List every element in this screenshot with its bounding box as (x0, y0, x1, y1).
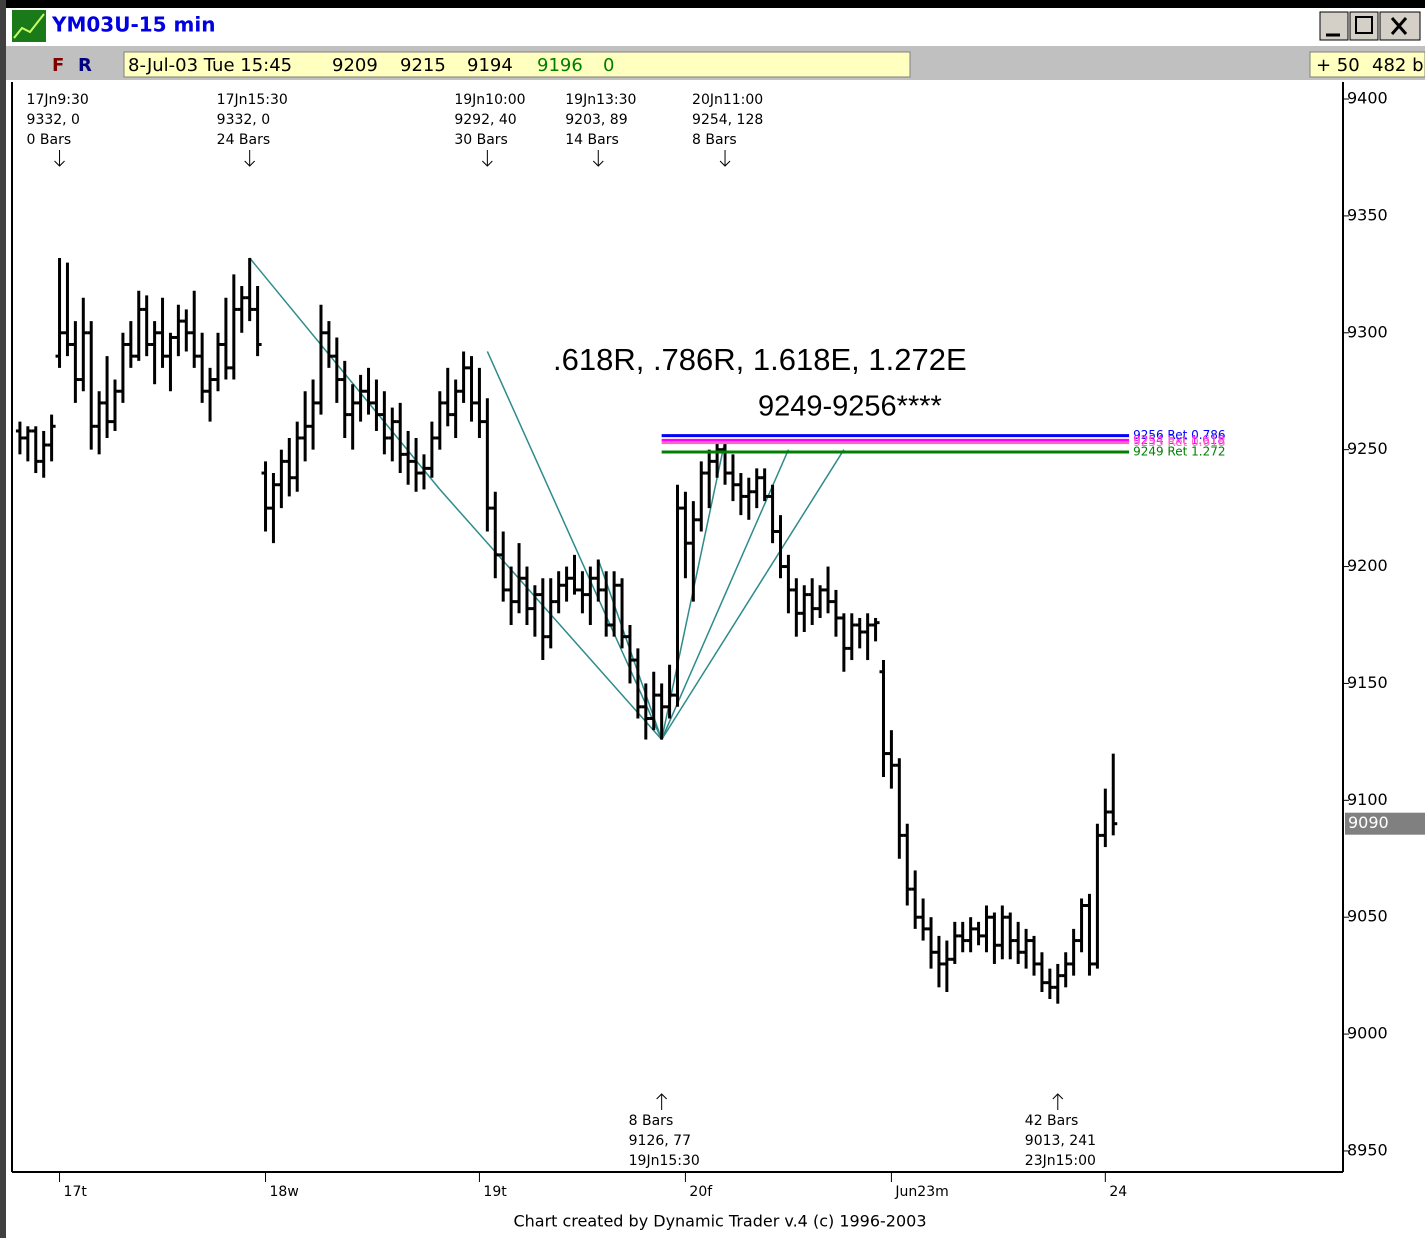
swing-label: 9254, 128 (692, 112, 763, 128)
close-icon (1390, 17, 1408, 35)
top-border (0, 0, 1425, 8)
low-label: 8 Bars (629, 1113, 674, 1129)
low-label: 9126, 77 (629, 1133, 691, 1149)
quote-date: 8-Jul-03 Tue 15:45 (128, 55, 292, 76)
y-tick-label: 9400 (1347, 89, 1388, 108)
swing-label: 9292, 40 (454, 112, 516, 128)
maximize-button[interactable] (1349, 11, 1379, 41)
y-tick-label: 9000 (1347, 1024, 1388, 1043)
swing-label: 9332, 0 (217, 112, 270, 128)
annotation-headline: .618R, .786R, 1.618E, 1.272E (553, 342, 967, 377)
scale: + 50 (1316, 55, 1360, 76)
low-label: 9013, 241 (1025, 1133, 1096, 1149)
low-label: 19Jn15:30 (629, 1153, 700, 1169)
scale-box (1309, 51, 1425, 78)
y-tick-label: 9100 (1347, 790, 1388, 809)
swing-label: 0 Bars (27, 132, 72, 148)
arrow-head (592, 160, 604, 167)
fib-label: 9256 Ret 0.786 (1133, 428, 1225, 442)
swing-label: 9332, 0 (27, 112, 80, 128)
arrow-head (482, 160, 493, 167)
x-tick-label: 18w (270, 1184, 299, 1200)
y-tick-label: 9250 (1347, 439, 1388, 458)
app-icon-line (13, 13, 45, 39)
last-price-label: 9090 (1348, 813, 1389, 832)
low-label: 42 Bars (1025, 1113, 1079, 1129)
swing-label: 19Jn13:30 (565, 92, 636, 108)
fib-label: 9254 Ext 1.618 (1133, 433, 1225, 447)
swing-label: 14 Bars (565, 132, 619, 148)
fib-label: 9253 Ret 0.618 (1133, 435, 1225, 449)
y-tick-label: 9050 (1347, 907, 1388, 926)
f-button[interactable]: F (52, 55, 64, 76)
trend-line (661, 449, 845, 740)
trend-line (660, 449, 790, 740)
trend-line (486, 351, 663, 740)
left-border (0, 0, 6, 1238)
y-tick-label: 9150 (1347, 673, 1388, 692)
bar-count: 482 b (1372, 55, 1424, 76)
swing-label: 9203, 89 (565, 112, 627, 128)
quote-box (123, 51, 911, 78)
y-tick-label: 9200 (1347, 556, 1388, 575)
r-button[interactable]: R (78, 55, 92, 76)
quote-open: 9209 (332, 55, 378, 76)
swing-label: 19Jn10:00 (454, 92, 525, 108)
quote-change: 0 (603, 55, 614, 76)
footer: Chart created by Dynamic Trader v.4 (c) … (513, 1212, 926, 1231)
window-buttons[interactable] (1319, 11, 1421, 41)
y-tick-label: 8950 (1347, 1140, 1388, 1159)
y-tick-label: 9350 (1347, 205, 1388, 224)
quote-high: 9215 (400, 55, 446, 76)
annotation-zone: 9249-9256**** (758, 391, 942, 423)
arrow-head (719, 160, 731, 167)
quote-low: 9194 (467, 55, 513, 76)
swing-label: 17Jn15:30 (217, 92, 288, 108)
arrow-head (54, 160, 65, 167)
arrow-head (656, 1093, 668, 1100)
maximize-icon (1355, 16, 1373, 34)
low-label: 23Jn15:00 (1025, 1153, 1096, 1169)
x-tick-label: 19t (483, 1184, 507, 1200)
app-icon (12, 10, 46, 42)
swing-label: 24 Bars (217, 132, 271, 148)
quote-close: 9196 (537, 55, 583, 76)
swing-label: 20Jn11:00 (692, 92, 763, 108)
fib-label: 9249 Ret 1.272 (1133, 445, 1225, 459)
minimize-button[interactable] (1319, 11, 1349, 41)
arrow-head (244, 160, 256, 167)
swing-label: 17Jn9:30 (27, 92, 89, 108)
last-price-box (1345, 812, 1425, 835)
arrow-head (1052, 1093, 1064, 1100)
x-tick-label: 20f (689, 1184, 713, 1200)
x-tick-label: Jun23m (894, 1184, 948, 1200)
swing-label: 30 Bars (454, 132, 508, 148)
swing-label: 8 Bars (692, 132, 737, 148)
x-tick-label: 24 (1109, 1184, 1127, 1200)
x-tick-label: 17t (64, 1184, 88, 1200)
window-title: YM03U-15 min (51, 13, 216, 37)
y-tick-label: 9300 (1347, 322, 1388, 341)
